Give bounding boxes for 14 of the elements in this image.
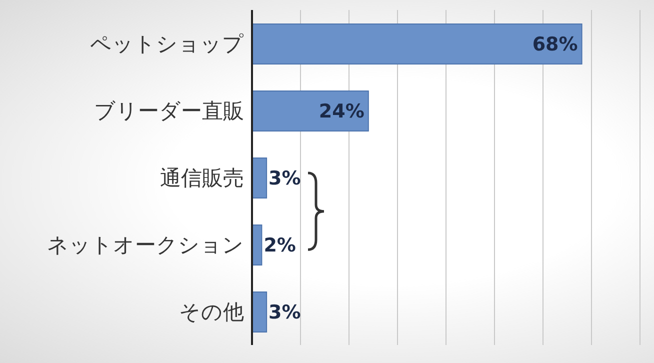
data-label: 24% <box>318 100 364 123</box>
bar <box>252 292 268 332</box>
y-tick-label: その他 <box>179 300 244 324</box>
data-label: 3% <box>268 302 301 324</box>
data-label: 3% <box>268 168 301 190</box>
y-tick-label: ペットショップ <box>90 32 244 56</box>
y-tick-label: ブリーダー直販 <box>94 98 244 123</box>
bar <box>252 158 268 198</box>
data-label: 2% <box>264 234 296 257</box>
y-tick-label: 通信販売 <box>160 166 244 190</box>
data-label: 68% <box>532 34 578 56</box>
bar <box>252 24 582 64</box>
bar <box>252 90 369 132</box>
y-tick-label: ネットオークション <box>47 232 244 257</box>
